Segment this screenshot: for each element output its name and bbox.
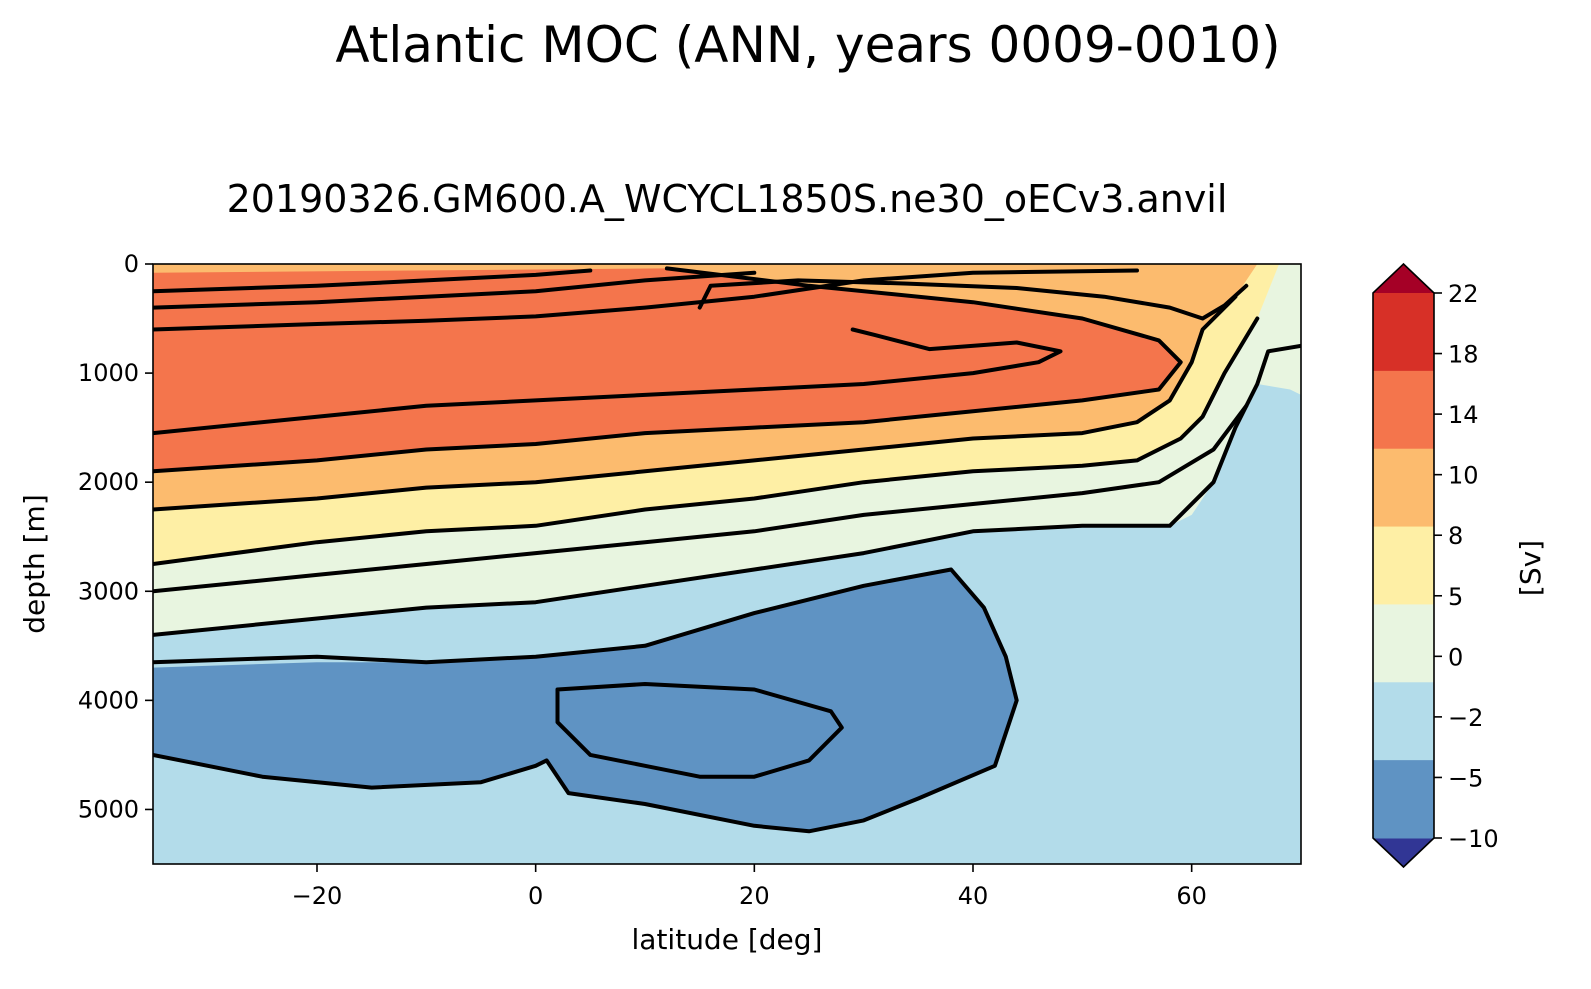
colorbar-tick-label: −2 — [1448, 704, 1483, 732]
colorbar-tick-label: 22 — [1448, 280, 1479, 308]
contour-plot-area — [152, 263, 1302, 865]
colorbar-segment — [1373, 604, 1434, 683]
figure-title: Atlantic MOC (ANN, years 0009-0010) — [335, 16, 1280, 74]
colorbar-tick-label: 14 — [1448, 401, 1479, 429]
contour-line-2 — [153, 316, 1260, 566]
colorbar-tick-label: 8 — [1448, 522, 1463, 550]
colorbar-segment — [1373, 760, 1434, 839]
contour-line-4 — [153, 266, 1183, 474]
y-tick-label: 0 — [124, 250, 139, 278]
x-axis-label: latitude [deg] — [632, 923, 823, 956]
filled-band-3 — [153, 268, 1181, 472]
colorbar-tick-label: 18 — [1448, 341, 1479, 369]
contour-line-9 — [697, 278, 1249, 321]
contour-line-7 — [153, 268, 593, 294]
colorbar-tick-label: 5 — [1448, 583, 1463, 611]
y-tick-label: 5000 — [78, 795, 139, 823]
y-tick-label: 3000 — [78, 577, 139, 605]
plot-frame — [152, 263, 1302, 865]
x-tick-label: 0 — [528, 882, 543, 910]
colorbar-segment — [1373, 526, 1434, 605]
colorbar-segment — [1373, 682, 1434, 761]
colorbar-tick-label: −5 — [1448, 764, 1483, 792]
contour-line-0 — [153, 343, 1301, 637]
colorbar-segment — [1373, 370, 1434, 450]
x-tick-label: 20 — [739, 882, 770, 910]
y-tick-label: 4000 — [78, 686, 139, 714]
colorbar-extend-bottom — [1373, 838, 1434, 867]
x-tick-label: 40 — [958, 882, 989, 910]
colorbar-segment — [1373, 448, 1434, 528]
contour-line-6 — [153, 268, 1139, 332]
colorbar-tick-label: 10 — [1448, 462, 1479, 490]
plot-subtitle: 20190326.GM600.A_WCYCL1850S.ne30_oECv3.a… — [227, 177, 1228, 221]
colorbar-tick-label: 0 — [1448, 643, 1463, 671]
colorbar-tick-label: −10 — [1448, 825, 1499, 853]
contour-line-1 — [153, 403, 1249, 594]
y-tick-label: 2000 — [78, 468, 139, 496]
colorbar-segment — [1373, 293, 1434, 372]
contour-line-11 — [555, 682, 844, 779]
x-tick-label: −20 — [292, 882, 343, 910]
filled-band-5 — [557, 684, 842, 777]
y-tick-label: 1000 — [78, 359, 139, 387]
colorbar: −10 −5 −2 0 5 8 10 14 18 22 — [1372, 262, 1499, 869]
colorbar-extend-top — [1373, 264, 1434, 293]
y-axis-label: depth [m] — [18, 494, 51, 634]
contour-line-10 — [153, 567, 1019, 834]
contour-line-8 — [153, 270, 757, 310]
x-tick-label: 60 — [1176, 882, 1207, 910]
contour-line-5 — [153, 327, 1063, 436]
colorbar-label: [Sv] — [1514, 540, 1547, 596]
contour-line-3 — [153, 294, 1238, 512]
